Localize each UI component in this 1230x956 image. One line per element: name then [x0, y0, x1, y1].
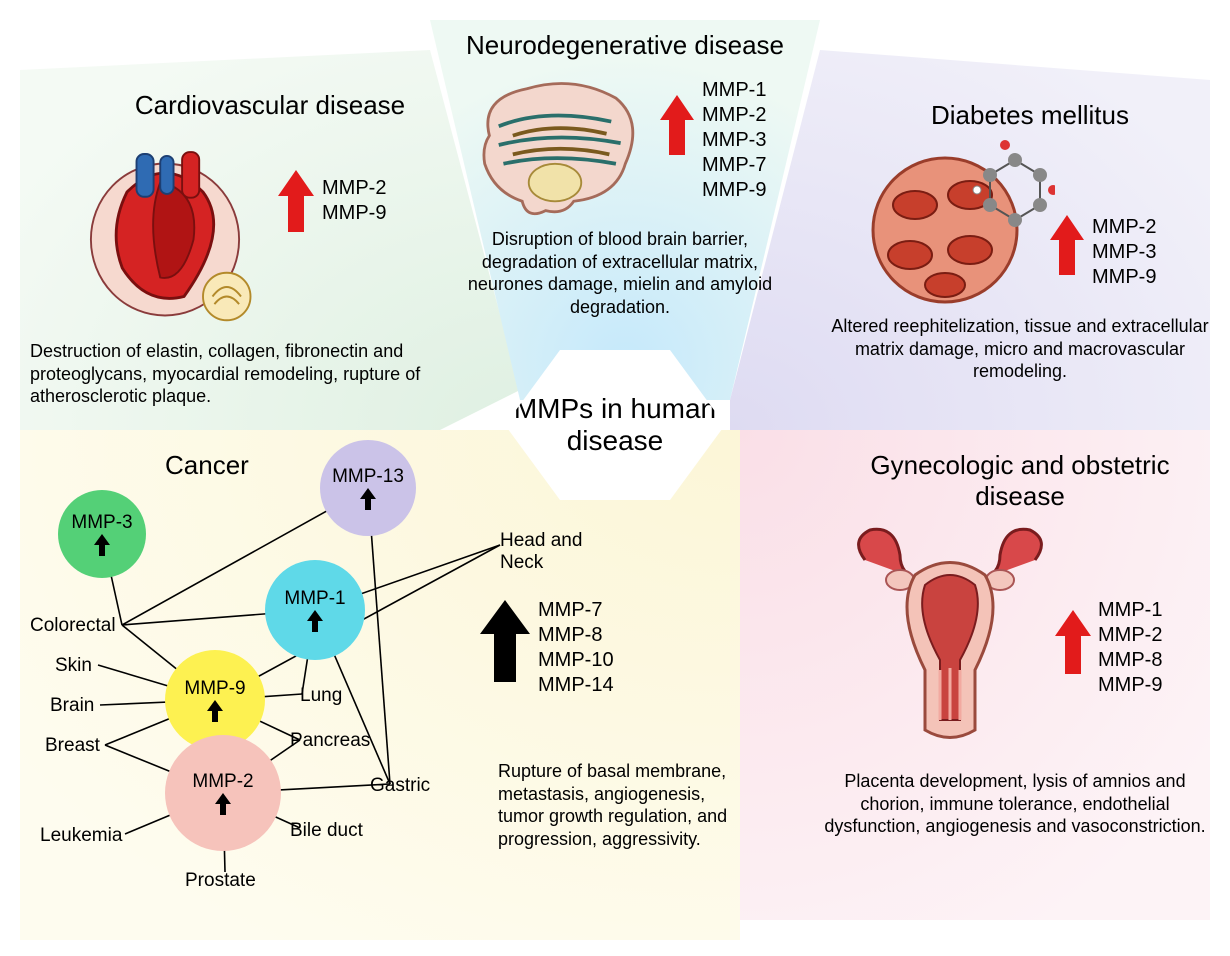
- mmp-bubble-mmp2: MMP-2: [165, 735, 281, 851]
- mmp-item: MMP-8: [1098, 648, 1162, 673]
- cancer-type-label: Skin: [55, 655, 92, 677]
- cancer-type-label: Bile duct: [290, 820, 363, 842]
- mmp-bubble-mmp1: MMP-1: [265, 560, 365, 660]
- gyn-mmp-list: MMP-1 MMP-2 MMP-8 MMP-9: [1098, 598, 1162, 698]
- neuro-title: Neurodegenerative disease: [430, 30, 820, 61]
- mmp-item: MMP-1: [702, 78, 766, 103]
- mmp-item: MMP-2: [702, 103, 766, 128]
- uterus-icon: [845, 520, 1055, 750]
- mmp-bubble-mmp13: MMP-13: [320, 440, 416, 536]
- heart-icon: [70, 135, 260, 325]
- diabetes-mmp-list: MMP-2 MMP-3 MMP-9: [1092, 215, 1156, 290]
- cancer-extra-mmp-list: MMP-7 MMP-8 MMP-10 MMP-14: [538, 598, 614, 698]
- gyn-description: Placenta development, lysis of amnios an…: [820, 770, 1210, 838]
- bloodcell-icon: [855, 135, 1055, 305]
- cancer-description: Rupture of basal membrane, metastasis, a…: [498, 760, 733, 850]
- up-arrow-icon: [660, 95, 694, 155]
- cardio-mmp-list: MMP-2 MMP-9: [322, 176, 386, 226]
- up-arrow-icon: [307, 610, 323, 632]
- diabetes-description: Altered reephitelization, tissue and ext…: [830, 315, 1210, 383]
- mmp-item: MMP-2: [1098, 623, 1162, 648]
- cancer-type-label: Gastric: [370, 775, 430, 797]
- cancer-type-label: Breast: [45, 735, 100, 757]
- mmp-item: MMP-3: [1092, 240, 1156, 265]
- mmp-item: MMP-7: [702, 153, 766, 178]
- cancer-type-label: Prostate: [185, 870, 256, 892]
- panel-neuro: Neurodegenerative disease: [430, 30, 820, 61]
- mmp-item: MMP-9: [322, 201, 386, 226]
- mmp-bubble-label: MMP-1: [284, 588, 345, 610]
- cancer-type-label: Head and Neck: [500, 530, 600, 574]
- up-arrow-icon: [207, 700, 223, 722]
- mmp-item: MMP-8: [538, 623, 614, 648]
- mmp-item: MMP-9: [1098, 673, 1162, 698]
- mmp-bubble-label: MMP-2: [192, 771, 253, 793]
- mmp-bubble-label: MMP-3: [71, 512, 132, 534]
- cancer-type-label: Lung: [300, 685, 342, 707]
- cardio-title: Cardiovascular disease: [90, 90, 450, 121]
- panel-diabetes: Diabetes mellitus: [860, 100, 1200, 131]
- mmp-bubble-mmp3: MMP-3: [58, 490, 146, 578]
- mmp-item: MMP-2: [322, 176, 386, 201]
- center-title-text: MMPs in human disease: [505, 393, 725, 457]
- mmp-bubble-label: MMP-13: [332, 466, 404, 488]
- up-arrow-icon: [94, 534, 110, 556]
- up-arrow-icon: [1050, 215, 1084, 275]
- mmp-item: MMP-7: [538, 598, 614, 623]
- mmp-item: MMP-1: [1098, 598, 1162, 623]
- cancer-type-label: Colorectal: [30, 615, 116, 637]
- panel-gyn: Gynecologic and obstetric disease: [850, 450, 1190, 512]
- up-arrow-icon: [480, 600, 530, 682]
- neuro-mmp-list: MMP-1 MMP-2 MMP-3 MMP-7 MMP-9: [702, 78, 766, 203]
- mmp-item: MMP-9: [702, 178, 766, 203]
- cancer-type-label: Leukemia: [40, 825, 122, 847]
- diabetes-title: Diabetes mellitus: [860, 100, 1200, 131]
- cancer-type-label: Brain: [50, 695, 94, 717]
- brain-icon: [460, 70, 650, 220]
- panel-cardiovascular: Cardiovascular disease: [30, 90, 450, 121]
- cancer-type-label: Pancreas: [290, 730, 370, 752]
- up-arrow-icon: [278, 170, 314, 232]
- up-arrow-icon: [1055, 610, 1091, 674]
- gyn-title: Gynecologic and obstetric disease: [850, 450, 1190, 512]
- mmp-item: MMP-14: [538, 673, 614, 698]
- cardio-description: Destruction of elastin, collagen, fibron…: [30, 340, 440, 408]
- mmp-item: MMP-2: [1092, 215, 1156, 240]
- mmp-item: MMP-3: [702, 128, 766, 153]
- mmp-item: MMP-9: [1092, 265, 1156, 290]
- up-arrow-icon: [215, 793, 231, 815]
- cancer-title: Cancer: [165, 450, 249, 481]
- up-arrow-icon: [360, 488, 376, 510]
- neuro-description: Disruption of blood brain barrier, degra…: [445, 228, 795, 318]
- mmp-bubble-label: MMP-9: [184, 678, 245, 700]
- mmp-item: MMP-10: [538, 648, 614, 673]
